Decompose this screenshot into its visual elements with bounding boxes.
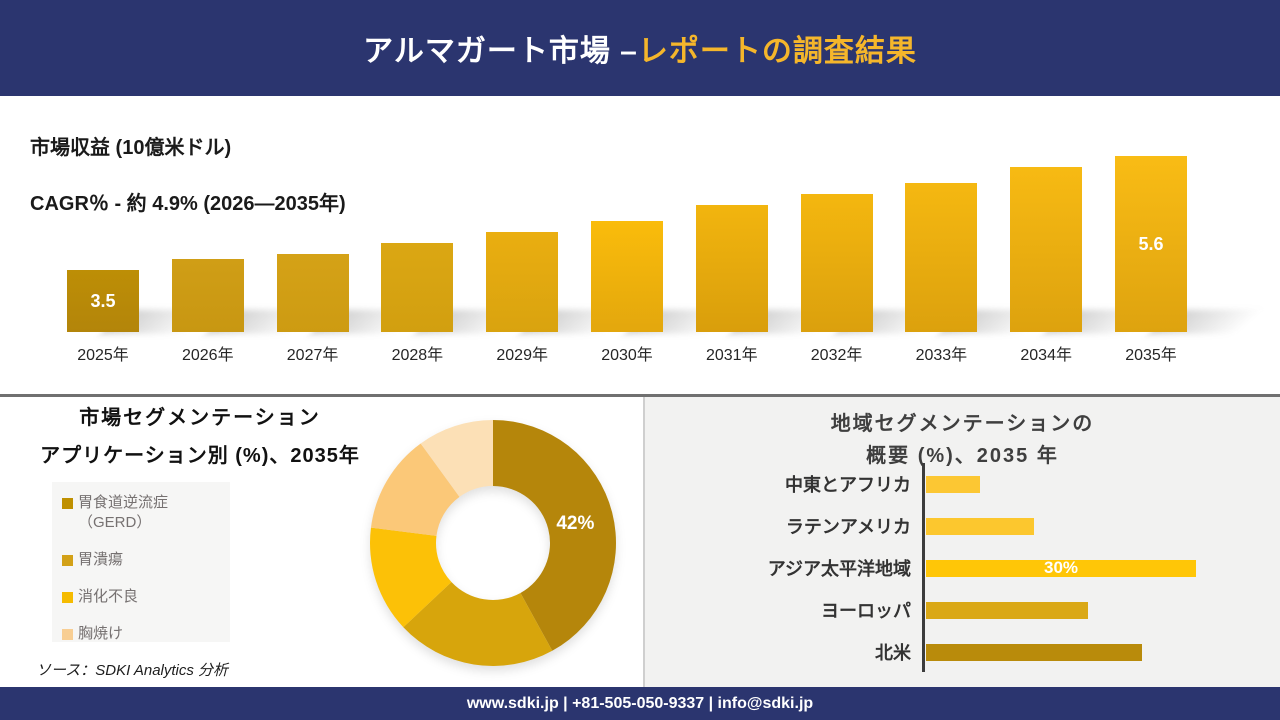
regional-bar-row-中東とアフリカ: 中東とアフリカ [645, 463, 1280, 505]
cagr-label: CAGR％ - 約 4.9% (2026―2035年) [30, 193, 346, 215]
x-axis-tick-label: 2028年 [391, 347, 444, 364]
donut-slice-other [420, 420, 493, 497]
bar-rect [381, 243, 454, 332]
regional-segmentation-panel: 地域セグメンテーションの 概要 (%)、2035 年 中東とアフリカ ラテンアメリ… [643, 397, 1280, 687]
legend-item: 消化不良 [62, 587, 222, 607]
legend-item: 胃潰瘍 [62, 550, 222, 570]
category-label: アジア太平洋地域 [767, 559, 911, 579]
category-label: 北米 [875, 643, 911, 663]
legend-label: 胃潰瘍 [78, 551, 124, 568]
bar-rect [800, 194, 873, 332]
bar-value-label: 5.6 [1138, 233, 1164, 254]
x-axis-tick-label: 2033年 [915, 347, 968, 364]
revenue-bar-2034年: 2034年 [1010, 167, 1183, 364]
bar-value-label: 30% [1043, 558, 1079, 577]
bar-rect [905, 183, 978, 332]
x-axis-tick-label: 2029年 [496, 347, 548, 364]
application-segmentation-panel: 市場セグメンテーション アプリケーション別 (%)、2035年 胃食道逆流症（G… [0, 397, 643, 687]
regional-bar-row-アジア太平洋地域: アジア太平洋地域 30% [645, 547, 1280, 589]
legend-swatch [62, 555, 73, 566]
revenue-bar-2029年: 2029年 [486, 232, 659, 364]
bar-rect [486, 232, 559, 332]
x-axis-tick-label: 2034年 [1020, 347, 1072, 364]
section-divider [0, 394, 1280, 397]
revenue-bar-2035年: 5.6 2035年 [1115, 156, 1280, 364]
donut-slice-消化不良 [370, 527, 452, 628]
legend-swatch [62, 629, 73, 640]
bar-rect [926, 643, 1142, 661]
category-label: 中東とアフリカ [785, 475, 911, 495]
donut-slice-胃潰瘍 [403, 582, 553, 666]
x-axis-tick-label: 2025年 [77, 347, 129, 364]
segmentation-title: 市場セグメンテーション [79, 407, 321, 429]
regional-title-line1: 地域セグメンテーションの [830, 413, 1095, 435]
x-axis-tick-label: 2030年 [601, 347, 653, 364]
application-legend: 胃食道逆流症（GERD） 胃潰瘍消化不良胸焼け [52, 482, 230, 642]
revenue-bar-2028年: 2028年 [381, 243, 555, 364]
application-donut-chart: 42% [370, 420, 616, 666]
x-axis-tick-label: 2027年 [286, 347, 339, 364]
legend-label: 胃食道逆流症（GERD） [78, 494, 169, 531]
revenue-bar-2025年: 3.5 2025年 [67, 270, 240, 364]
x-axis-tick-label: 2031年 [705, 347, 758, 364]
bottom-section: 市場セグメンテーション アプリケーション別 (%)、2035年 胃食道逆流症（G… [0, 397, 1280, 687]
footer-contact: www.sdki.jp | +81-505-050-9337 | info@sd… [466, 694, 814, 712]
revenue-bar-2027年: 2027年 [276, 254, 450, 364]
regional-bar-chart: 中東とアフリカ ラテンアメリカアジア太平洋地域 30% ヨーロッパ北米 [645, 397, 1280, 687]
regional-title-line2: 概要 (%)、2035 年 [866, 445, 1059, 467]
regional-bar-row-北米: 北米 [645, 631, 1280, 673]
bar-rect [926, 517, 1034, 535]
bar-rect: 3.5 [67, 270, 139, 332]
legend-swatch [62, 592, 73, 603]
legend-label: 胸焼け [78, 625, 124, 642]
regional-bar-row-ヨーロッパ: ヨーロッパ [645, 589, 1280, 631]
donut-slice-胃食道逆流症（GERD） [493, 420, 616, 651]
x-axis-tick-label: 2035年 [1125, 347, 1177, 364]
bar-value-label: 3.5 [90, 290, 116, 311]
revenue-bar-2031年: 2031年 [695, 205, 869, 364]
revenue-bar-2032年: 2032年 [800, 194, 974, 364]
category-label: ラテンアメリカ [785, 517, 911, 537]
bar-rect [171, 259, 244, 332]
category-label: ヨーロッパ [821, 601, 911, 621]
bar-rect [591, 221, 663, 332]
legend-swatch [62, 498, 73, 509]
bar-rect: 5.6 [1115, 156, 1187, 332]
page-title-report-part: レポートの調査結果 [637, 35, 917, 68]
page-title: アルマガート市場 –レポートの調査結果 [363, 26, 917, 70]
legend-item: 胃食道逆流症（GERD） [62, 493, 222, 533]
regional-bar-row-ラテンアメリカ: ラテンアメリカ [645, 505, 1280, 547]
bar-rect: 30% [926, 558, 1196, 577]
page-title-market-part: アルマガート市場 – [363, 35, 638, 68]
revenue-section: 3.5 2025年 2026年 2027年 2028年 2029年 2030年 2031年 20… [0, 96, 1280, 394]
revenue-bar-2030年: 2030年 [591, 221, 764, 364]
segmentation-subtitle: アプリケーション別 (%)、2035年 [40, 445, 360, 467]
revenue-bar-2026年: 2026年 [171, 259, 345, 364]
revenue-bar-2033年: 2033年 [905, 183, 1079, 364]
legend-label: 消化不良 [78, 588, 139, 605]
x-axis-tick-label: 2026年 [181, 347, 234, 364]
footer-banner: www.sdki.jp | +81-505-050-9337 | info@sd… [0, 687, 1280, 720]
bar-rect [276, 254, 349, 332]
donut-slice-label: 42% [556, 513, 594, 534]
revenue-bar-chart: 3.5 2025年 2026年 2027年 2028年 2029年 2030年 2031年 20… [0, 96, 1280, 366]
bar-rect [695, 205, 768, 332]
donut-slice-胸焼け [370, 443, 460, 536]
bar-rect [1010, 167, 1083, 332]
x-axis-tick-label: 2032年 [810, 347, 863, 364]
bar-rect [926, 475, 980, 493]
header-banner: アルマガート市場 –レポートの調査結果 [0, 0, 1280, 96]
source-note: ソース：SDKI Analytics 分析 [36, 662, 229, 679]
revenue-metric-label: 市場収益 (10億米ドル) [30, 137, 232, 159]
category-axis-line [922, 463, 925, 672]
legend-item: 胸焼け [62, 624, 222, 644]
bar-rect [926, 601, 1088, 619]
